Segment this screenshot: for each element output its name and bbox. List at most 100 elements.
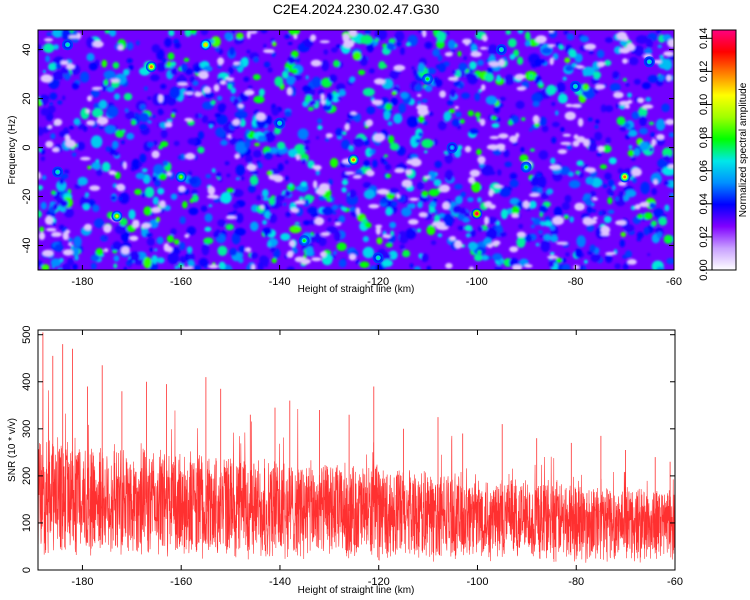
heatmap-cell <box>323 49 329 55</box>
heatmap-cell <box>491 123 497 128</box>
heatmap-cell <box>662 34 672 41</box>
heatmap-cell <box>295 186 303 191</box>
heatmap-cell <box>384 103 393 111</box>
heatmap-cell <box>204 91 215 99</box>
heatmap-cell <box>130 166 135 172</box>
heatmap-cell <box>374 38 379 42</box>
heatmap-cell <box>380 97 389 105</box>
heatmap-cell <box>91 108 104 118</box>
heatmap-cell <box>89 185 101 191</box>
heatmap-cell <box>84 192 90 198</box>
heatmap-cell <box>417 93 422 97</box>
heatmap-cell <box>342 33 350 43</box>
heatmap-area <box>38 30 674 270</box>
heatmap-cell <box>481 254 489 261</box>
heatmap-cell <box>387 121 393 126</box>
heatmap-cell <box>113 263 118 269</box>
heatmap-cell <box>589 244 596 253</box>
heatmap-cell <box>126 42 134 51</box>
heatmap-cell <box>530 148 535 152</box>
heatmap-cell <box>481 164 494 176</box>
heatmap-cell <box>477 250 482 255</box>
heatmap-cell <box>597 145 605 153</box>
heatmap-cell <box>57 267 63 270</box>
heatmap-cell <box>133 219 140 229</box>
heatmap-cell <box>178 74 185 81</box>
heatmap-cell <box>538 59 546 65</box>
heatmap-cell <box>648 147 654 152</box>
heatmap-cell <box>641 82 651 90</box>
heatmap-cell <box>633 148 641 157</box>
heatmap-cell <box>627 259 637 265</box>
heatmap-cell <box>562 76 567 81</box>
heatmap-cell <box>263 43 267 48</box>
heatmap-cell <box>559 166 570 176</box>
heatmap-cell <box>509 135 518 143</box>
heatmap-cell <box>134 188 142 196</box>
heatmap-frame <box>37 29 675 271</box>
heatmap-cell <box>202 101 214 110</box>
heatmap-peak <box>66 43 69 47</box>
heatmap-cell <box>622 77 627 82</box>
heatmap-cell <box>479 118 486 127</box>
heatmap-cell <box>350 111 357 115</box>
heatmap-cell <box>564 194 572 203</box>
heatmap-cell <box>139 112 150 123</box>
heatmap-cell <box>159 200 166 208</box>
heatmap-cell <box>197 131 205 140</box>
heatmap-cell <box>85 108 91 114</box>
heatmap-cell <box>159 121 168 129</box>
heatmap-cell <box>257 261 265 270</box>
y-tick-label: 500 <box>21 326 33 344</box>
heatmap-cell <box>484 73 494 83</box>
heatmap-peak <box>376 256 380 260</box>
heatmap-cell <box>418 132 423 137</box>
heatmap-cell <box>69 125 74 130</box>
heatmap-cell <box>551 121 560 128</box>
heatmap-cell <box>642 104 654 109</box>
heatmap-cell <box>229 46 235 56</box>
heatmap-cell <box>65 139 76 148</box>
heatmap-cell <box>372 148 376 154</box>
heatmap-cell <box>250 221 259 232</box>
heatmap-cell <box>649 202 656 209</box>
heatmap-cell <box>188 207 199 216</box>
heatmap-cell <box>519 154 529 163</box>
heatmap-cell <box>595 119 600 124</box>
heatmap-cell <box>167 52 175 60</box>
heatmap-cell <box>73 118 81 126</box>
heatmap-cell <box>353 137 365 148</box>
heatmap-cell <box>457 144 463 151</box>
y-tick-label: -40 <box>21 238 33 254</box>
heatmap-cell <box>333 211 337 215</box>
colorbar-tick-label: 0.14 <box>698 28 710 49</box>
heatmap-cell <box>457 125 461 130</box>
heatmap-cell <box>260 30 268 34</box>
heatmap-cell <box>38 260 43 268</box>
heatmap-cell <box>394 30 405 42</box>
heatmap-cell <box>52 30 64 38</box>
heatmap-cell <box>517 30 524 34</box>
heatmap-cell <box>382 43 388 48</box>
heatmap-cell <box>264 131 276 143</box>
heatmap-cell <box>51 147 60 153</box>
heatmap-cell <box>256 112 266 121</box>
heatmap-cell <box>177 82 189 87</box>
heatmap-cell <box>67 237 73 243</box>
heatmap-cell <box>293 73 302 81</box>
heatmap-cell <box>587 142 598 152</box>
heatmap-cell <box>405 169 412 175</box>
heatmap-cell <box>560 141 572 146</box>
heatmap-cell <box>307 206 318 215</box>
heatmap-peak <box>204 43 208 47</box>
heatmap-cell <box>77 176 88 186</box>
heatmap-cell <box>461 92 470 99</box>
heatmap-cell <box>480 84 486 91</box>
heatmap-cell <box>74 183 82 189</box>
heatmap-cell <box>609 192 614 196</box>
heatmap-cell <box>422 30 427 38</box>
heatmap-cell <box>556 257 563 263</box>
heatmap-cell <box>151 206 162 214</box>
heatmap-cell <box>582 66 596 77</box>
heatmap-cell <box>426 67 437 75</box>
